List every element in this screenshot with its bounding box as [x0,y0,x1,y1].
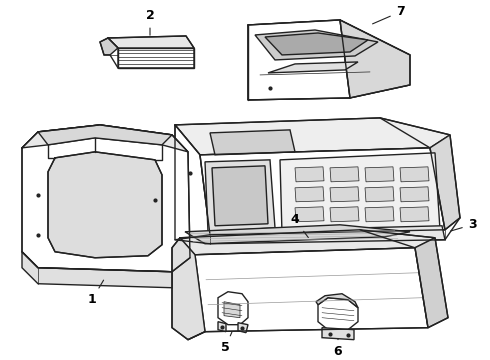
Polygon shape [100,38,118,55]
Polygon shape [180,230,435,255]
Polygon shape [210,130,295,155]
Polygon shape [295,207,324,222]
Polygon shape [265,33,368,55]
Polygon shape [238,323,248,333]
Polygon shape [118,48,194,68]
Polygon shape [108,36,194,48]
Polygon shape [322,328,354,340]
Polygon shape [330,167,359,182]
Polygon shape [295,167,324,182]
Polygon shape [212,166,268,226]
Polygon shape [224,302,240,318]
Polygon shape [195,248,428,332]
Polygon shape [200,148,445,235]
Polygon shape [38,125,172,145]
Polygon shape [248,72,410,100]
Polygon shape [365,207,394,222]
Text: 4: 4 [291,213,308,238]
Polygon shape [330,187,359,202]
Polygon shape [400,187,429,202]
Polygon shape [365,167,394,182]
Polygon shape [185,225,410,244]
Polygon shape [268,62,358,73]
Polygon shape [48,152,162,258]
Polygon shape [400,207,429,222]
Polygon shape [22,125,188,152]
Text: 5: 5 [220,332,232,354]
Polygon shape [280,153,440,234]
Polygon shape [205,160,275,232]
Polygon shape [172,238,205,340]
Polygon shape [175,118,450,155]
Polygon shape [207,226,445,244]
Text: 7: 7 [372,5,404,24]
Polygon shape [218,322,226,332]
Polygon shape [255,30,378,60]
Polygon shape [295,187,324,202]
Polygon shape [415,238,448,328]
Text: 3: 3 [451,218,476,231]
Polygon shape [22,252,190,288]
Polygon shape [175,125,210,240]
Polygon shape [248,20,410,75]
Polygon shape [340,20,410,98]
Polygon shape [22,125,190,272]
Text: 6: 6 [334,338,343,358]
Polygon shape [430,135,460,230]
Polygon shape [318,298,358,330]
Polygon shape [218,292,248,325]
Polygon shape [365,187,394,202]
Polygon shape [316,294,358,308]
Text: 1: 1 [88,280,103,306]
Text: 2: 2 [146,9,154,35]
Polygon shape [248,20,350,100]
Polygon shape [330,207,359,222]
Polygon shape [400,167,429,182]
